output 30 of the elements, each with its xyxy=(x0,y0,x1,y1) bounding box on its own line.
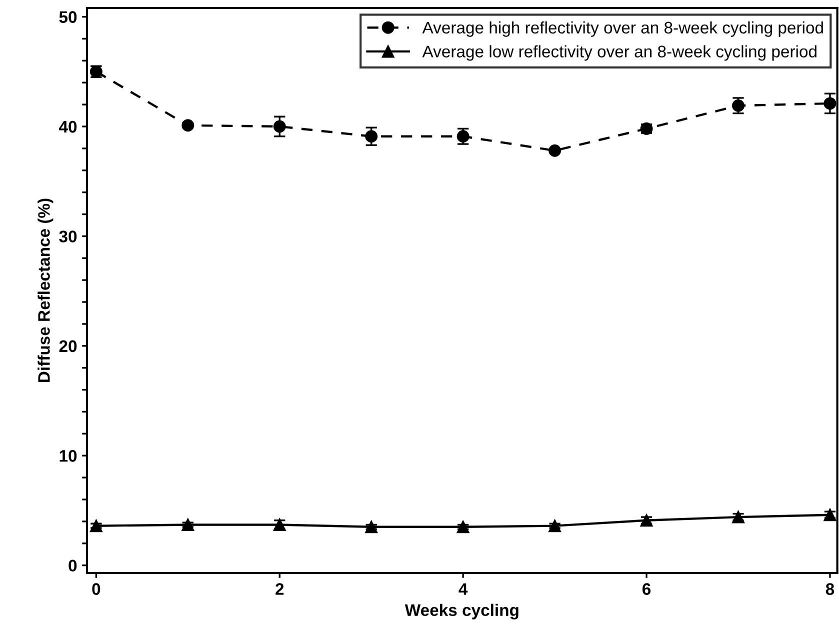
legend-label: Average low reflectivity over an 8-week cycling period xyxy=(422,45,816,61)
x-tick-label: 2 xyxy=(276,583,284,595)
x-tick-label: 0 xyxy=(92,583,100,595)
y-tick-label: 40 xyxy=(58,120,77,133)
x-axis-title: Weeks cycling xyxy=(404,604,518,620)
legend-label: Average high reflectivity over an 8-week cycling period xyxy=(422,21,823,37)
point xyxy=(182,518,194,531)
point xyxy=(732,510,745,524)
y-axis-title: Diffuse Reflectance (%) xyxy=(38,198,54,382)
point xyxy=(182,119,194,132)
x-tick-label: 6 xyxy=(642,583,651,595)
point xyxy=(548,144,562,157)
point xyxy=(456,520,470,534)
y-tick-label: 30 xyxy=(59,230,77,242)
point xyxy=(824,508,836,522)
point xyxy=(548,520,562,532)
point xyxy=(90,520,102,532)
point xyxy=(456,130,470,143)
y-tick-label: 10 xyxy=(60,450,77,462)
x-tick-label: 4 xyxy=(458,583,468,595)
point xyxy=(365,130,378,143)
y-tick-label: 20 xyxy=(59,340,77,352)
point xyxy=(273,120,286,133)
point xyxy=(824,97,836,110)
point xyxy=(640,514,653,527)
x-tick-label: 8 xyxy=(826,583,834,595)
point xyxy=(365,520,378,534)
point xyxy=(732,99,745,112)
y-tick-label: 50 xyxy=(59,11,77,23)
y-tick-label: 0 xyxy=(68,560,77,572)
